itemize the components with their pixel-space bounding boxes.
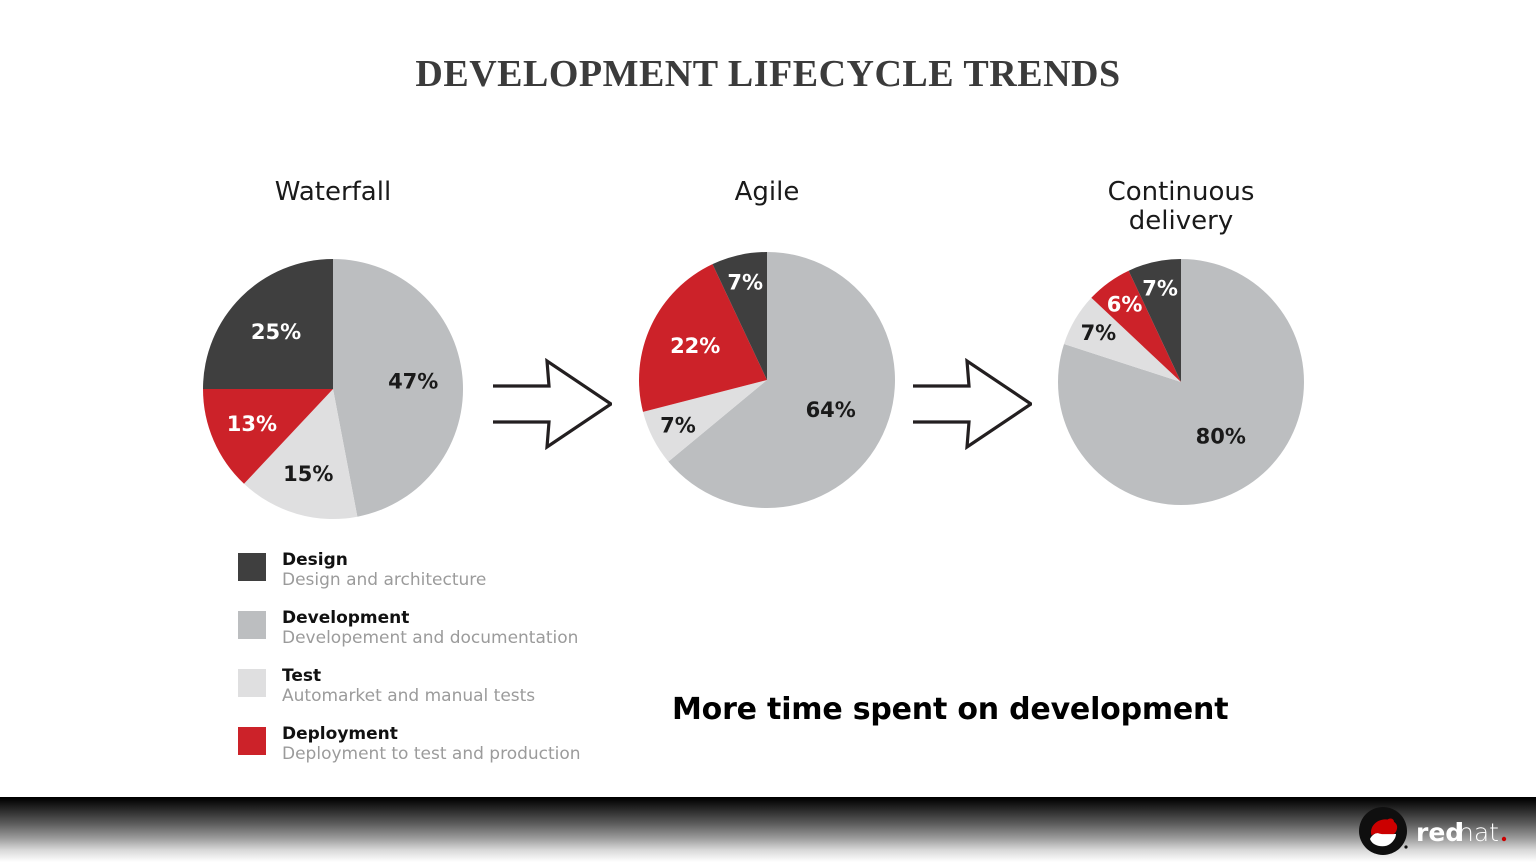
pie-slice-deployment: [638, 264, 767, 412]
page-title: DEVELOPMENT LIFECYCLE TRENDS: [415, 53, 1121, 95]
pie-slice-label: 64%: [806, 398, 856, 422]
legend-item-description: Developement and documentation: [282, 628, 579, 648]
pie-slice-development: [668, 252, 895, 508]
pie-slice-label: 13%: [227, 412, 277, 436]
legend-swatch-icon: [238, 553, 266, 581]
legend-text-group: Design Design and architecture: [282, 550, 486, 591]
pie-chart-svg: 64% 7% 22% 7%: [638, 252, 895, 508]
logo-word-red: red: [1416, 818, 1463, 847]
pie-slice-design: [203, 259, 333, 389]
pie-slice-deployment: [1091, 270, 1181, 382]
logo-word-hat: hat: [1458, 818, 1499, 847]
pie-slice-development: [1057, 259, 1304, 505]
pie-chart-title: Continuous delivery: [1107, 177, 1255, 236]
arrow-agile-to-continuous-delivery: [912, 357, 1034, 451]
pie-slice-development: [333, 259, 464, 517]
legend-item-label: Deployment: [282, 724, 398, 744]
pie-chart-title: Waterfall: [274, 177, 392, 207]
pie-slice-label: 22%: [670, 334, 720, 358]
pie-slice-label: 15%: [283, 462, 333, 486]
pie-slice-deployment: [203, 389, 333, 484]
pie-slice-label: 7%: [1142, 276, 1178, 300]
legend-item-description: Automarket and manual tests: [282, 686, 536, 706]
pie-slice-test: [244, 389, 358, 520]
pie-slice-label: 80%: [1196, 425, 1246, 449]
pie-chart-continuous-delivery: Continuous delivery 80% 7% 6% 7%: [1052, 178, 1310, 511]
pie-slice-design: [712, 252, 767, 380]
pie-chart-waterfall: Waterfall 47% 15% 13% 25%: [197, 178, 469, 525]
pie-slice-label: 47%: [388, 369, 438, 393]
redhat-logo: red hat: [1358, 806, 1518, 856]
summary-caption: More time spent on development: [672, 692, 1229, 727]
pie-slice-design: [1128, 259, 1181, 382]
pie-slice-test: [1064, 297, 1181, 382]
pie-chart-svg: 80%7%6%7%: [1057, 259, 1304, 505]
arrow-icon: [493, 357, 614, 451]
pie-slice-label: 7%: [1081, 321, 1117, 345]
legend-swatch-icon: [238, 611, 266, 639]
redhat-logo-svg: red hat: [1359, 807, 1507, 855]
arrow-waterfall-to-agile: [492, 357, 614, 451]
footer-bar: [0, 798, 1536, 864]
legend-item-description: Design and architecture: [282, 570, 487, 590]
legend-text-group: Deployment Deployment to test and product…: [282, 724, 581, 765]
pie-chart-agile: Agile 64% 7% 22% 7%: [633, 178, 901, 514]
pie-chart-svg: 47% 15% 13% 25%: [203, 259, 464, 520]
legend-item-description: Deployment to test and production: [282, 744, 581, 764]
legend-item-label: Development: [282, 608, 410, 628]
shadowman-icon: [1359, 807, 1408, 855]
pie-slice-test: [643, 380, 767, 462]
legend-swatch-icon: [238, 727, 266, 755]
pie-slice-label: 25%: [251, 320, 301, 344]
pie-slice-label: 6%: [1107, 292, 1143, 316]
logo-dot: [1501, 836, 1507, 842]
pie-chart-title: Agile: [734, 177, 800, 207]
arrow-icon: [913, 357, 1034, 451]
legend-text-group: Development Developement and documentatio…: [282, 608, 578, 649]
legend-item-label: Test: [282, 666, 322, 686]
pie-slice-label: 7%: [727, 271, 763, 295]
legend-text-group: Test Automarket and manual tests: [282, 666, 535, 707]
legend-swatch-icon: [238, 669, 266, 697]
legend-item-label: Design: [282, 550, 348, 570]
pie-slice-label: 7%: [660, 413, 696, 437]
